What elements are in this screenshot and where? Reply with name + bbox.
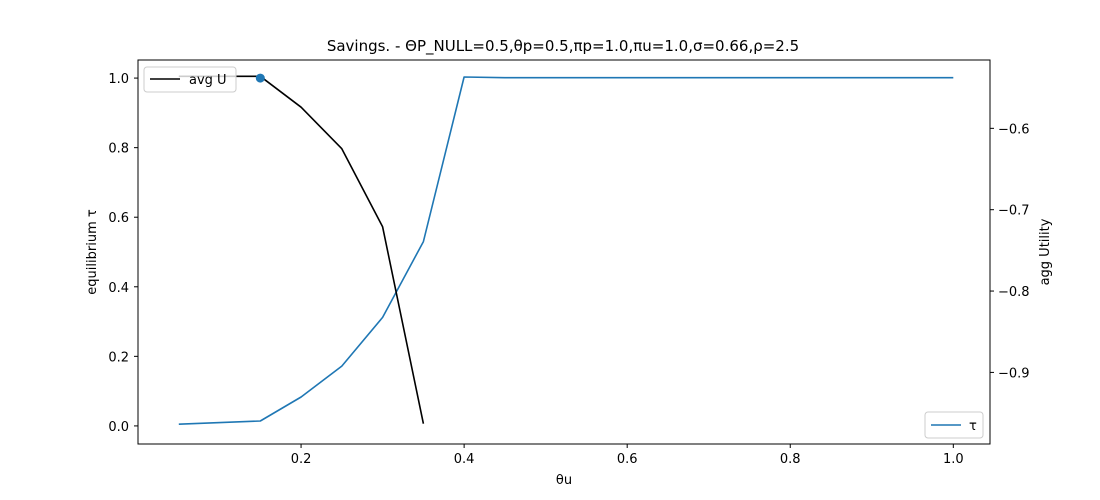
legend-tau-label: τ bbox=[969, 419, 977, 434]
x-tick-label: 0.8 bbox=[780, 452, 801, 467]
x-tick-label: 0.2 bbox=[291, 452, 312, 467]
x-tick-label: 0.4 bbox=[454, 452, 475, 467]
y-axis-label-right: agg Utility bbox=[1038, 218, 1053, 285]
y-left-tick-label: 1.0 bbox=[108, 72, 129, 87]
series-line-0 bbox=[178, 76, 954, 425]
y-left-tick-label: 0.4 bbox=[108, 281, 129, 296]
x-tick-label: 1.0 bbox=[943, 452, 964, 467]
legend-avg-u: avg U bbox=[143, 66, 237, 93]
y-right-tick-label: −0.8 bbox=[998, 285, 1030, 300]
y-right-tick-label: −0.9 bbox=[998, 366, 1030, 381]
legend-avg-u-label: avg U bbox=[189, 73, 227, 88]
x-tick-label: 0.6 bbox=[617, 452, 638, 467]
legend-tau: τ bbox=[924, 411, 984, 439]
series-layer bbox=[178, 73, 954, 425]
plot-frame bbox=[137, 59, 991, 445]
series-line-1 bbox=[178, 75, 425, 424]
y-right-tick-label: −0.6 bbox=[998, 122, 1030, 137]
x-axis-label: θu bbox=[556, 473, 572, 488]
y-left-tick-label: 0.0 bbox=[108, 420, 129, 435]
chart-title: Savings. - ΘP_NULL=0.5,θp=0.5,πp=1.0,πu=… bbox=[327, 37, 799, 56]
ticks-layer: 0.2 0.4 0.6 0.8 1.0 0.0 0.2 0.4 0.6 0.8 1.0 −0.6 −0.… bbox=[108, 72, 1029, 467]
series-marker bbox=[255, 73, 265, 83]
y-left-tick-label: 0.2 bbox=[108, 350, 129, 365]
y-left-tick-label: 0.8 bbox=[108, 142, 129, 157]
legend-avg-u-box bbox=[143, 66, 237, 93]
y-left-tick-label: 0.6 bbox=[108, 211, 129, 226]
y-axis-label-left: equilibrium τ bbox=[85, 209, 100, 295]
y-right-tick-label: −0.7 bbox=[998, 204, 1030, 219]
